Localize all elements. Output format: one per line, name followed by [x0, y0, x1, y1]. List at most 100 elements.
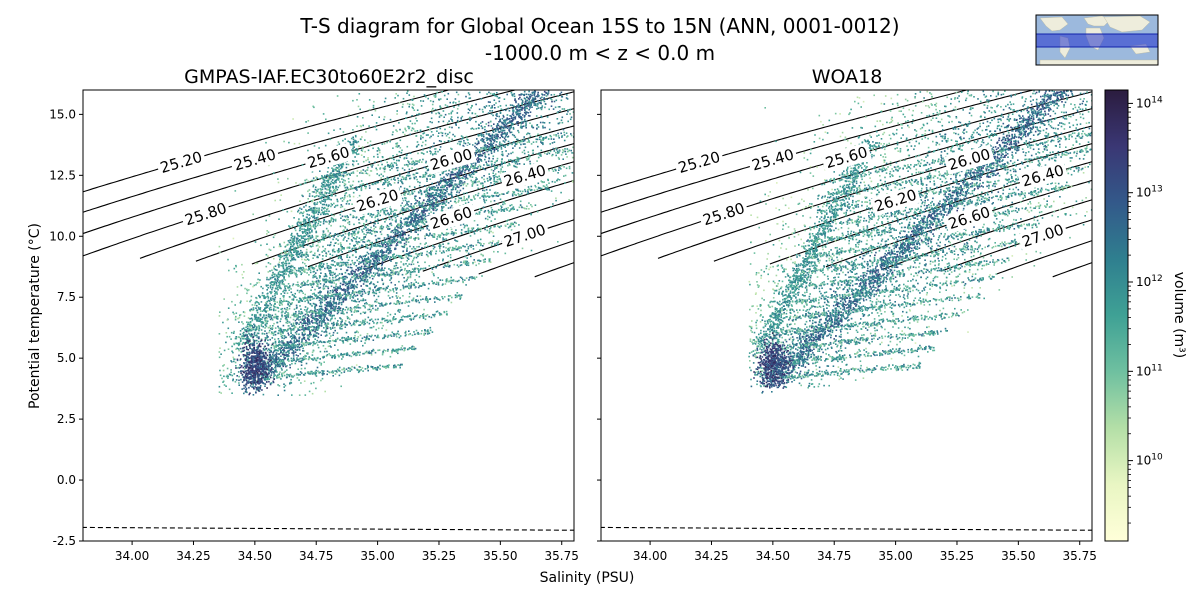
volume-cell: [403, 242, 406, 245]
volume-cell: [356, 259, 358, 262]
volume-cell: [376, 173, 378, 175]
volume-cell: [407, 234, 410, 237]
volume-cell: [415, 215, 417, 217]
volume-cell: [399, 266, 402, 269]
volume-cell: [378, 261, 380, 264]
volume-cell: [396, 271, 399, 273]
volume-cell: [361, 239, 364, 241]
volume-cell: [484, 217, 487, 220]
volume-cell: [375, 128, 378, 131]
volume-cell: [354, 261, 356, 264]
volume-cell: [522, 207, 525, 209]
volume-cell: [302, 347, 304, 350]
volume-cell: [283, 250, 285, 252]
volume-cell: [415, 195, 417, 197]
volume-cell: [304, 300, 306, 303]
volume-cell: [398, 150, 401, 153]
volume-cell: [536, 102, 539, 105]
volume-cell: [347, 291, 350, 294]
volume-cell: [397, 301, 399, 304]
volume-cell: [511, 204, 513, 206]
volume-cell: [383, 211, 385, 214]
volume-cell: [434, 94, 437, 96]
volume-cell: [324, 233, 327, 236]
volume-cell: [496, 136, 498, 138]
volume-cell: [418, 275, 421, 278]
volume-cell: [415, 135, 418, 137]
volume-cell: [445, 204, 447, 206]
volume-cell: [260, 375, 263, 377]
volume-cell: [529, 135, 532, 138]
volume-cell: [484, 156, 487, 158]
volume-cell: [242, 322, 244, 325]
volume-cell: [361, 288, 364, 291]
volume-cell: [428, 209, 431, 211]
volume-cell: [417, 255, 419, 258]
volume-cell: [377, 222, 379, 224]
volume-cell: [488, 173, 490, 175]
volume-cell: [394, 216, 397, 219]
volume-cell: [430, 199, 433, 201]
volume-cell: [318, 262, 321, 265]
volume-cell: [536, 127, 538, 130]
volume-cell: [499, 105, 502, 107]
volume-cell: [429, 201, 431, 203]
volume-cell: [269, 263, 272, 265]
volume-cell: [365, 220, 368, 223]
volume-cell: [418, 184, 421, 187]
volume-cell: [350, 283, 353, 286]
volume-cell: [414, 227, 417, 229]
volume-cell: [256, 342, 258, 345]
volume-cell: [429, 192, 431, 195]
volume-cell: [337, 186, 340, 189]
volume-cell: [385, 213, 387, 216]
volume-cell: [332, 238, 334, 241]
volume-cell: [536, 124, 538, 127]
volume-cell: [341, 320, 343, 323]
volume-cell: [377, 245, 380, 247]
volume-cell: [334, 218, 337, 221]
volume-cell: [323, 350, 326, 353]
volume-cell: [286, 320, 289, 322]
volume-cell: [416, 130, 419, 132]
volume-cell: [336, 198, 338, 201]
volume-cell: [399, 128, 401, 131]
volume-cell: [351, 254, 354, 257]
volume-cell: [415, 208, 417, 211]
volume-cell: [531, 124, 533, 127]
volume-cell: [449, 180, 452, 183]
volume-cell: [557, 172, 559, 174]
volume-cell: [407, 204, 409, 206]
volume-cell: [554, 106, 557, 109]
volume-cell: [484, 126, 486, 128]
volume-cell: [557, 106, 560, 108]
volume-cell: [278, 341, 280, 344]
volume-cell: [399, 270, 401, 272]
volume-cell: [481, 254, 484, 256]
volume-cell: [406, 102, 409, 105]
volume-cell: [475, 151, 477, 154]
volume-cell: [347, 163, 350, 166]
volume-cell: [482, 184, 484, 187]
volume-cell: [458, 170, 460, 173]
volume-cell: [390, 216, 393, 219]
volume-cell: [326, 334, 328, 337]
volume-cell: [279, 358, 281, 361]
volume-cell: [377, 295, 380, 298]
volume-cell: [370, 226, 372, 229]
volume-cell: [417, 181, 419, 183]
volume-cell: [398, 321, 400, 324]
volume-cell: [357, 180, 360, 183]
volume-cell: [240, 351, 243, 353]
volume-cell: [323, 283, 325, 286]
volume-cell: [431, 202, 433, 204]
volume-cell: [346, 311, 348, 314]
volume-cell: [338, 287, 341, 289]
volume-cell: [434, 196, 437, 199]
volume-cell: [512, 126, 515, 129]
volume-cell: [532, 97, 534, 99]
volume-cell: [464, 142, 467, 145]
volume-cell: [305, 362, 308, 365]
volume-cell: [258, 324, 260, 327]
volume-cell: [375, 328, 377, 331]
